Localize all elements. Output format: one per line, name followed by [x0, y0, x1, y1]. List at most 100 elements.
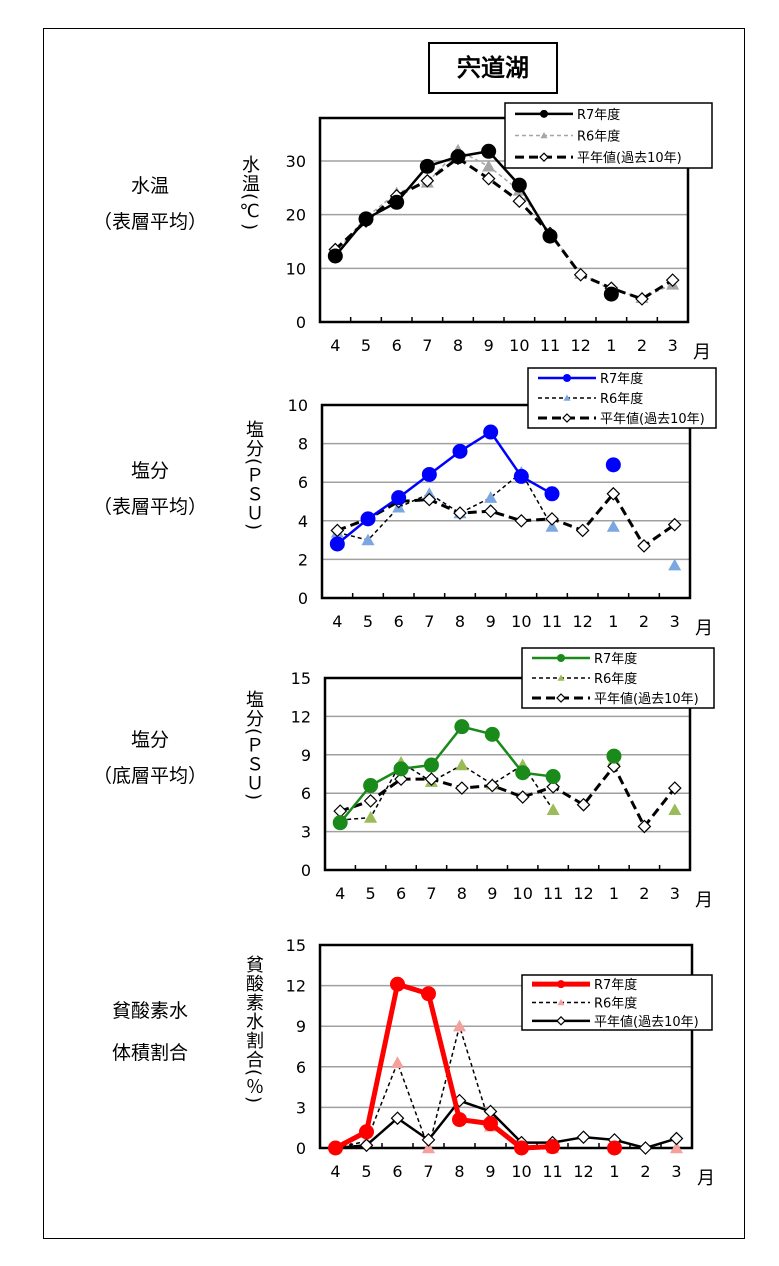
side-label-line: （底層平均） — [92, 765, 207, 787]
data-point — [607, 1140, 622, 1156]
x-tick-label: 4 — [330, 336, 340, 355]
data-point — [514, 1140, 529, 1156]
data-point — [454, 719, 470, 735]
y-axis-label: 塩分(ＰＳＵ) — [243, 690, 264, 802]
data-point — [603, 286, 619, 302]
data-point — [484, 726, 500, 742]
x-tick-label: 5 — [363, 612, 373, 631]
x-tick-label: 3 — [670, 612, 680, 631]
legend-label: R6年度 — [600, 391, 643, 407]
data-point — [484, 491, 498, 503]
x-tick-label: 11 — [540, 336, 560, 355]
x-axis-unit: 月 — [695, 618, 713, 639]
data-point — [421, 986, 436, 1002]
data-point — [514, 513, 529, 528]
y-tick-label: 2 — [298, 550, 308, 569]
data-point — [511, 177, 527, 193]
data-point — [390, 976, 405, 992]
x-tick-label: 5 — [361, 1162, 371, 1181]
y-tick-label: 9 — [301, 746, 311, 765]
x-axis-unit: 月 — [697, 1168, 715, 1189]
x-tick-label: 7 — [423, 1162, 433, 1181]
data-point — [393, 761, 409, 777]
y-tick-label: 15 — [291, 669, 311, 688]
side-label-line: 塩分 — [130, 729, 169, 751]
data-point — [483, 424, 499, 440]
legend-label: R7年度 — [594, 977, 637, 993]
x-tick-label: 6 — [396, 884, 406, 903]
x-tick-label: 10 — [511, 1162, 531, 1181]
x-tick-label: 8 — [453, 336, 463, 355]
series-normal — [330, 486, 682, 553]
y-tick-label: 6 — [298, 473, 308, 492]
data-point — [361, 533, 375, 546]
legend-label: 平年値(過去10年) — [594, 691, 699, 707]
side-label-hypoxic: 貧酸素水 体積割合 — [60, 990, 240, 1074]
y-tick-label: 3 — [296, 1098, 306, 1117]
data-point — [363, 794, 378, 808]
y-tick-label: 8 — [298, 435, 308, 454]
side-label-line: 体積割合 — [111, 1042, 188, 1064]
data-point — [364, 811, 378, 823]
x-tick-label: 7 — [426, 884, 436, 903]
data-point — [515, 790, 530, 804]
data-point — [513, 468, 529, 484]
data-point — [420, 173, 435, 188]
side-label-line: （表層平均） — [92, 496, 207, 518]
x-tick-label: 8 — [455, 612, 465, 631]
data-point — [667, 517, 682, 532]
x-tick-label: 5 — [361, 336, 371, 355]
data-point — [424, 772, 439, 786]
data-point — [482, 159, 496, 172]
legend-label: R7年度 — [594, 651, 637, 667]
series-normal — [333, 759, 682, 834]
series-line — [336, 492, 676, 548]
x-tick-label: 6 — [394, 612, 404, 631]
legend-label: 平年値(過去10年) — [577, 150, 682, 166]
data-point — [390, 1111, 405, 1126]
x-tick-label: 11 — [543, 884, 563, 903]
y-tick-label: 20 — [286, 206, 306, 225]
data-point — [544, 486, 560, 502]
legend-marker — [557, 999, 565, 1006]
data-point — [635, 292, 649, 306]
y-tick-label: 9 — [296, 1017, 306, 1036]
side-label-surface-salinity: 塩分 （表層平均） — [60, 453, 240, 525]
data-point — [423, 757, 439, 773]
data-point — [485, 778, 500, 793]
data-point — [668, 558, 682, 571]
y-tick-label: 10 — [286, 259, 306, 278]
x-tick-label: 8 — [454, 1162, 464, 1181]
data-point — [573, 267, 588, 282]
series-r7 — [329, 424, 621, 552]
y-tick-label: 10 — [288, 396, 308, 415]
series-line — [334, 149, 673, 299]
side-label-line: （表層平均） — [92, 211, 207, 233]
legend-label: R7年度 — [577, 107, 620, 123]
x-tick-label: 2 — [637, 336, 647, 355]
data-point — [360, 511, 376, 527]
data-point — [332, 815, 348, 831]
data-point — [637, 539, 651, 553]
data-point — [576, 1130, 591, 1145]
series-line — [334, 156, 674, 301]
side-label-bottom-salinity: 塩分 （底層平均） — [60, 722, 240, 794]
x-tick-label: 2 — [639, 612, 649, 631]
series-r7 — [327, 143, 619, 302]
series-r6 — [333, 753, 682, 826]
y-tick-label: 0 — [298, 589, 308, 608]
x-tick-label: 6 — [392, 1162, 402, 1181]
legend-marker — [557, 674, 565, 681]
legend-label: R6年度 — [594, 671, 637, 687]
legend-marker — [557, 654, 565, 662]
side-label-line: 水温 — [130, 175, 169, 197]
y-tick-label: 0 — [301, 861, 311, 880]
data-point — [669, 1131, 684, 1146]
data-point — [545, 512, 559, 526]
